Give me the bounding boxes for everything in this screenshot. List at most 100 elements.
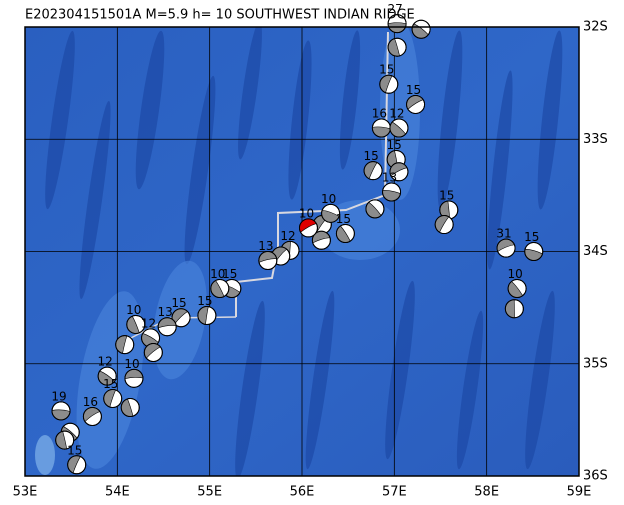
depth-label: 15 [524, 230, 539, 244]
beachball-outline [389, 162, 409, 182]
beachball-outline [171, 308, 191, 328]
focal-mechanism [126, 314, 146, 334]
depth-label: 10 [210, 267, 225, 281]
depth-label: 15 [363, 149, 378, 163]
beachball-outline [379, 74, 399, 94]
beachball-outline [504, 299, 524, 319]
y-tick-label: 36S [583, 469, 608, 484]
beachball-outline [363, 161, 383, 181]
focal-mechanism [143, 343, 163, 363]
depth-label: 19 [51, 389, 66, 403]
depth-label: 12 [141, 316, 156, 330]
beachball-outline [335, 224, 355, 244]
beachball-outline [126, 314, 146, 334]
depth-label: 15 [103, 377, 118, 391]
focal-mechanism [171, 308, 191, 328]
beachball-outline [120, 398, 140, 418]
focal-mechanism [434, 215, 454, 235]
focal-mechanism [363, 161, 383, 181]
depth-label: 10 [321, 192, 336, 206]
focal-mechanism [157, 317, 177, 337]
focal-mechanism [365, 199, 385, 219]
beachball-outline [434, 215, 454, 235]
focal-mechanism [67, 455, 87, 475]
beachball-outline [387, 14, 407, 34]
plate-boundary [235, 31, 389, 317]
events [51, 14, 544, 475]
map-title: E202304151501A M=5.9 h= 10 SOUTHWEST IND… [25, 8, 415, 23]
beachball-outline [298, 218, 318, 238]
depth-label: 15 [336, 212, 351, 226]
focal-mechanism [120, 398, 140, 418]
focal-mechanism [389, 118, 409, 138]
beachball-outline [103, 389, 123, 409]
beachball-outline [51, 401, 71, 421]
focal-mechanism [210, 279, 230, 299]
x-tick-label: 58E [474, 485, 499, 500]
x-tick-label: 56E [290, 485, 315, 500]
depth-label: 10 [124, 357, 139, 371]
beachball-outline [389, 118, 409, 138]
beachball-outline [197, 305, 217, 325]
x-tick-label: 55E [197, 485, 222, 500]
beachball-outline [210, 279, 230, 299]
depth-label: 16 [83, 395, 98, 409]
y-tick-label: 35S [583, 356, 608, 371]
beachball-outline [365, 199, 385, 219]
depth-label: 12 [98, 355, 113, 369]
focal-mechanism [82, 407, 102, 427]
beachball-outline [496, 238, 516, 258]
focal-mechanism [124, 368, 144, 388]
focal-mechanism [311, 230, 331, 250]
focal-mechanism [371, 118, 391, 138]
beachball-outline [387, 37, 407, 57]
focal-mechanism [258, 250, 278, 270]
beachball-outline [67, 455, 87, 475]
focal-mechanism [321, 203, 341, 223]
depth-label: 15 [406, 83, 421, 97]
depth-label: 13 [258, 239, 273, 253]
beachball-outline [411, 19, 431, 39]
focal-mechanism [97, 366, 117, 386]
focal-mechanism [507, 279, 527, 299]
depth-label: 12 [389, 107, 404, 121]
depth-label: 12 [280, 229, 295, 243]
focal-mechanism [496, 238, 516, 258]
depth-label: 15 [67, 443, 82, 457]
y-tick-label: 33S [583, 132, 608, 147]
focal-mechanism [335, 224, 355, 244]
beachball-outline [82, 407, 102, 427]
beachball-outline [321, 203, 341, 223]
beachball-outline [524, 242, 544, 261]
depth-label: 15 [171, 296, 186, 310]
beachball-outline [115, 335, 135, 355]
depth-label: 31 [496, 227, 511, 241]
x-tick-label: 53E [13, 485, 38, 500]
depth-label: 13 [382, 171, 397, 185]
focal-mechanism [406, 94, 426, 114]
focal-mechanism [115, 335, 135, 355]
focal-mechanism [504, 299, 524, 319]
depth-label: 15 [439, 188, 454, 202]
beachball-outline [311, 230, 331, 250]
beachball-outline [406, 94, 426, 114]
beachball-outline [97, 366, 117, 386]
depth-label: 13 [158, 305, 173, 319]
beachball-outline [258, 250, 278, 270]
focal-mechanism [51, 401, 71, 421]
depth-label: 10 [126, 303, 141, 317]
beachball-outline [382, 182, 402, 202]
depth-label: 27 [387, 2, 402, 16]
map-frame [24, 26, 580, 477]
depth-label: 15 [197, 294, 212, 308]
depth-label: 15 [379, 63, 394, 77]
depth-label: 15 [222, 267, 237, 281]
focal-mechanism [298, 218, 318, 238]
focal-mechanism [389, 162, 409, 182]
focal-mechanism [411, 19, 431, 39]
depth-label: 10 [299, 206, 314, 220]
x-tick-label: 54E [105, 485, 130, 500]
focal-mechanism [103, 389, 123, 409]
depth-label: 15 [387, 138, 402, 152]
